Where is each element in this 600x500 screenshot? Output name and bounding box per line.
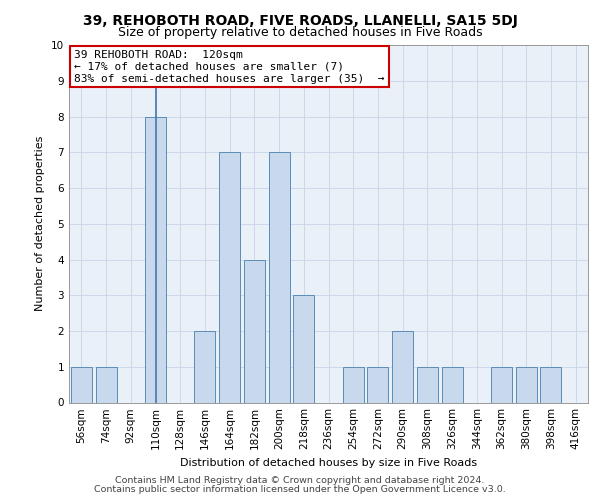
- Bar: [95, 367, 116, 402]
- X-axis label: Distribution of detached houses by size in Five Roads: Distribution of detached houses by size …: [180, 458, 477, 468]
- Bar: [145, 116, 166, 403]
- Bar: [417, 367, 438, 402]
- Text: Contains HM Land Registry data © Crown copyright and database right 2024.: Contains HM Land Registry data © Crown c…: [115, 476, 485, 485]
- Text: Contains public sector information licensed under the Open Government Licence v3: Contains public sector information licen…: [94, 485, 506, 494]
- Bar: [491, 367, 512, 402]
- Text: 39 REHOBOTH ROAD:  120sqm
← 17% of detached houses are smaller (7)
83% of semi-d: 39 REHOBOTH ROAD: 120sqm ← 17% of detach…: [74, 50, 385, 84]
- Bar: [293, 295, 314, 403]
- Bar: [367, 367, 388, 402]
- Bar: [343, 367, 364, 402]
- Bar: [269, 152, 290, 402]
- Bar: [516, 367, 537, 402]
- Bar: [392, 331, 413, 402]
- Bar: [71, 367, 92, 402]
- Bar: [244, 260, 265, 402]
- Bar: [442, 367, 463, 402]
- Bar: [219, 152, 240, 402]
- Text: Size of property relative to detached houses in Five Roads: Size of property relative to detached ho…: [118, 26, 482, 39]
- Text: 39, REHOBOTH ROAD, FIVE ROADS, LLANELLI, SA15 5DJ: 39, REHOBOTH ROAD, FIVE ROADS, LLANELLI,…: [83, 14, 517, 28]
- Y-axis label: Number of detached properties: Number of detached properties: [35, 136, 46, 312]
- Bar: [194, 331, 215, 402]
- Bar: [541, 367, 562, 402]
